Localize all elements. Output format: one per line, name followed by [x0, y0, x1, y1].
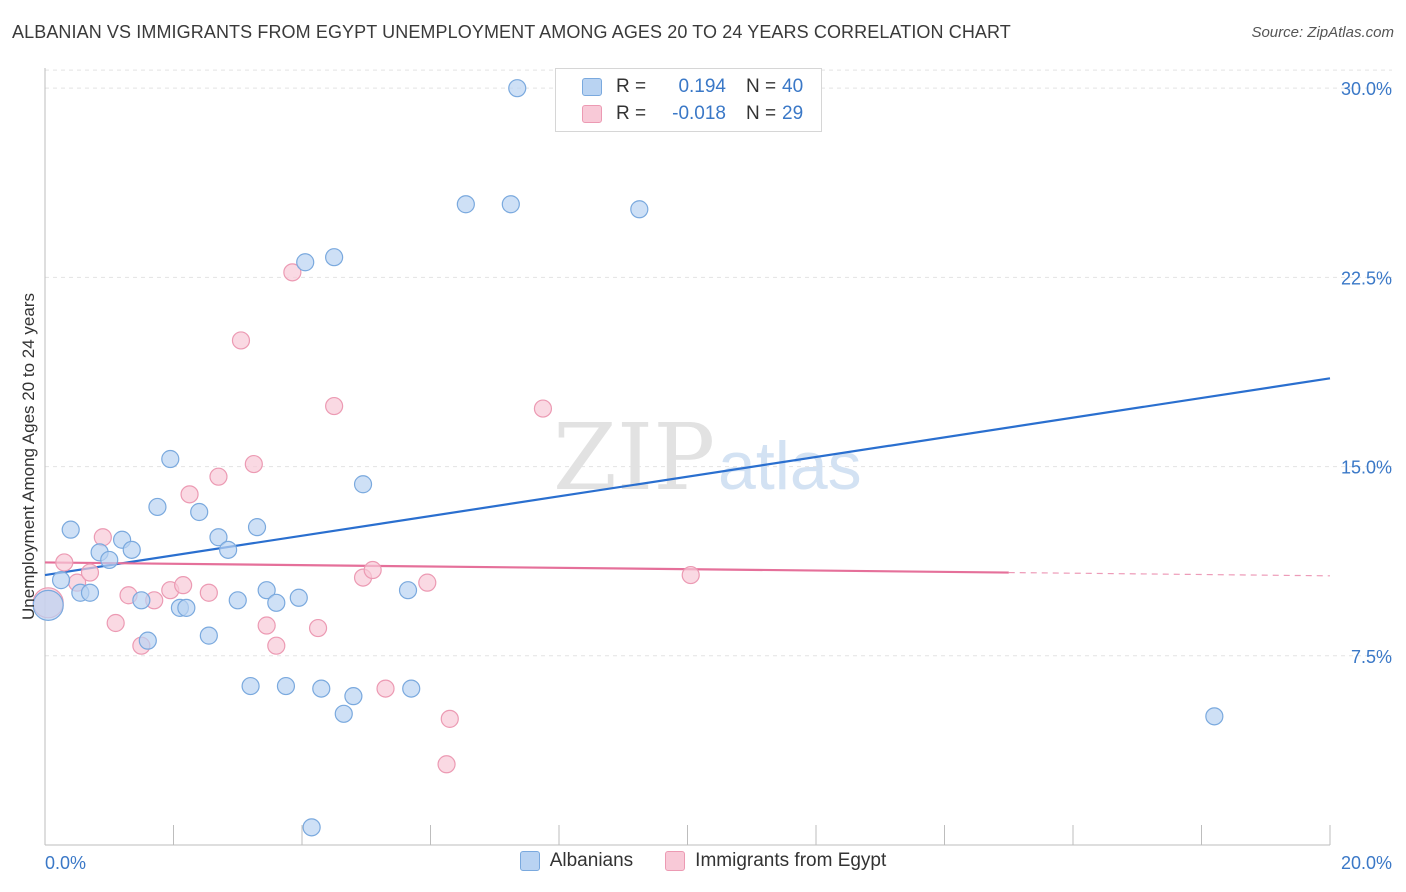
egypt-point — [325, 396, 344, 416]
albanian-point — [257, 581, 276, 600]
x-tick-label: 20.0% — [1341, 853, 1392, 873]
albanian-point — [312, 679, 331, 698]
albanian-point — [325, 248, 344, 267]
egypt-point — [283, 263, 302, 282]
watermark-zip: ZIP — [553, 404, 715, 511]
albanian-point — [51, 571, 71, 590]
egypt-legend-label: Immigrants from Egypt — [695, 850, 887, 871]
egypt-point — [376, 679, 395, 698]
albanian-point — [161, 449, 180, 469]
y-tick-label: 7.5% — [1351, 647, 1392, 667]
albanian-point — [122, 540, 141, 559]
albanian-point — [267, 593, 286, 612]
albanian-point — [190, 502, 209, 522]
albanian-point — [302, 818, 321, 837]
egypt-point — [257, 616, 276, 635]
albanian-point — [199, 626, 218, 645]
legend-item-albanians[interactable]: Albanians — [519, 850, 634, 872]
egypt-swatch — [582, 105, 602, 123]
watermark-atlas: atlas — [718, 428, 862, 504]
grid-layer — [45, 69, 1392, 657]
egypt-point — [267, 636, 286, 655]
y-axis-label: Unemployment Among Ages 20 to 24 years — [19, 293, 38, 620]
egypt-point — [418, 573, 437, 592]
albanian-point — [353, 475, 373, 494]
series-legend: Albanians Immigrants from Egypt — [0, 850, 1406, 872]
albanian-point — [456, 195, 475, 214]
egypt-legend-swatch — [665, 851, 686, 871]
albanians-legend-swatch — [519, 851, 540, 871]
legend-n-label: N = — [746, 76, 777, 97]
legend-row-albanians: R = 0.194 N = 40 — [582, 74, 812, 100]
albanian-point — [138, 631, 157, 650]
legend-r-label: R = — [616, 103, 647, 124]
stats-legend: R = 0.194 N = 40 R = -0.018 N = 29 — [555, 68, 822, 132]
albanian-point — [247, 518, 267, 537]
albanians-trend-line — [44, 377, 1331, 577]
egypt-point — [244, 454, 263, 474]
albanian-point — [344, 687, 363, 706]
y-tick-label: 15.0% — [1341, 458, 1392, 478]
egypt-trend-line — [44, 561, 1009, 574]
egypt-point — [174, 576, 193, 595]
albanian-point — [148, 497, 167, 517]
egypt-point — [437, 755, 456, 774]
egypt-point — [199, 583, 218, 602]
legend-item-egypt[interactable]: Immigrants from Egypt — [665, 850, 886, 872]
albanian-point — [177, 598, 196, 617]
chart-source: Source: ZipAtlas.com — [1251, 24, 1394, 41]
egypt-trend-extension — [1008, 571, 1331, 577]
trend-layer — [44, 377, 1331, 577]
albanian-point — [402, 679, 421, 698]
egypt-point — [209, 467, 228, 486]
albanian-point — [296, 253, 315, 272]
egypt-point — [533, 399, 553, 418]
albanian-point — [334, 704, 353, 723]
albanian-point — [289, 588, 308, 607]
legend-r-label: R = — [616, 76, 647, 97]
egypt-point — [93, 528, 112, 547]
watermark: ZIP atlas — [553, 404, 862, 511]
y-tick-label: 30.0% — [1341, 79, 1392, 99]
albanian-point — [276, 676, 296, 696]
axis-layer — [44, 68, 1331, 846]
label-layer: 7.5% 15.0% 22.5% 30.0% 0.0% 20.0% Unemployment… — [19, 79, 1392, 873]
albanian-point — [219, 540, 238, 559]
legend-row-egypt: R = -0.018 N = 29 — [582, 101, 812, 127]
egypt-point — [440, 709, 459, 728]
egypt-point — [231, 331, 251, 350]
albanians-legend-label: Albanians — [549, 850, 634, 871]
legend-n-value: 29 — [782, 103, 804, 124]
egypt-point — [308, 618, 328, 638]
legend-n-label: N = — [746, 103, 777, 124]
legend-r-value: 0.194 — [678, 76, 726, 97]
albanian-point — [61, 520, 80, 539]
albanian-point — [32, 589, 64, 621]
points-layer — [32, 79, 1224, 837]
albanian-point — [398, 581, 418, 600]
egypt-point — [55, 553, 74, 572]
albanian-point — [630, 200, 649, 219]
y-tick-label: 22.5% — [1341, 268, 1392, 288]
albanian-point — [1205, 707, 1224, 726]
albanian-point — [228, 591, 247, 610]
egypt-point — [681, 565, 700, 585]
egypt-point — [106, 613, 125, 633]
egypt-point — [363, 560, 382, 580]
egypt-point — [80, 563, 100, 582]
albanians-swatch — [582, 78, 602, 96]
albanian-point — [132, 591, 151, 610]
legend-n-value: 40 — [782, 76, 804, 97]
legend-r-value: -0.018 — [672, 103, 726, 124]
albanian-point — [80, 583, 100, 602]
albanian-point — [100, 550, 119, 570]
albanian-point — [209, 528, 228, 547]
x-tick-label: 0.0% — [45, 853, 86, 873]
albanian-point — [508, 79, 527, 98]
albanian-point — [501, 195, 520, 214]
egypt-point — [180, 485, 199, 504]
albanian-point — [241, 676, 260, 696]
chart-title: ALBANIAN VS IMMIGRANTS FROM EGYPT UNEMPL… — [12, 22, 1011, 42]
